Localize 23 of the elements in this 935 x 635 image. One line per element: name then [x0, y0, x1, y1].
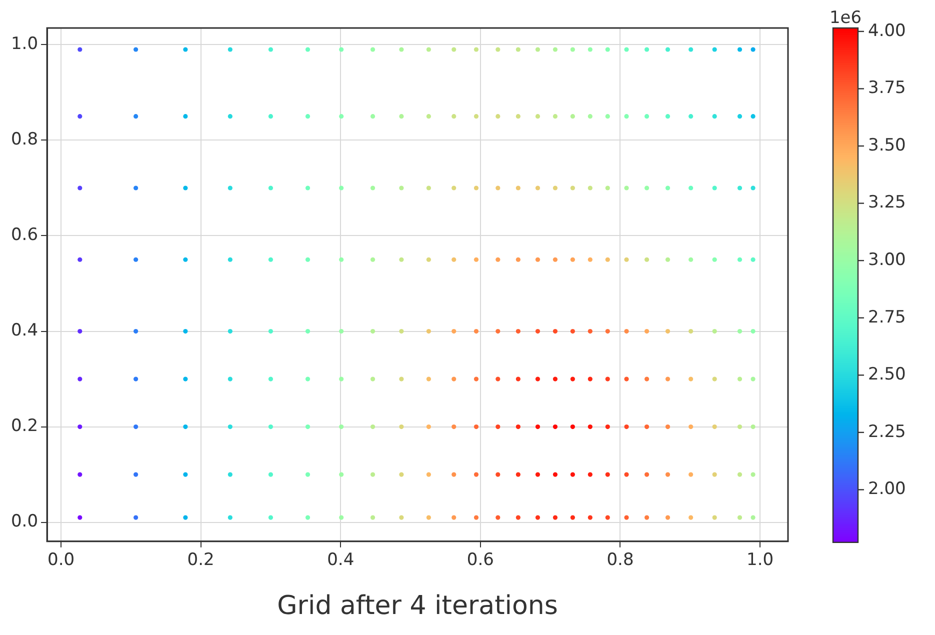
y-tick-label: 1.0	[10, 34, 38, 54]
color-bar-label: 2.75	[868, 307, 906, 328]
y-tick-label: 0.8	[10, 130, 38, 150]
x-tick-label: 0.8	[606, 550, 634, 570]
y-tick-label: 0.2	[10, 416, 38, 436]
color-bar-title: 1e6	[829, 8, 862, 28]
y-tick-label: 0.6	[10, 225, 38, 246]
color-bar-label: 3.00	[868, 250, 906, 270]
color-bar-label: 2.25	[868, 422, 906, 442]
color-bar-label: 3.75	[868, 78, 906, 98]
x-tick-label: 0.4	[327, 550, 354, 570]
y-tick-label: 0.0	[10, 512, 38, 532]
x-tick-label: 1.0	[746, 550, 774, 570]
color-bar-label: 4.00	[868, 20, 906, 41]
color-bar-label: 2.00	[868, 479, 906, 500]
x-tick-label: 0.6	[466, 550, 494, 570]
color-bar-label: 2.50	[868, 364, 906, 385]
color-bar-label: 3.50	[868, 135, 906, 156]
color-bar-label: 3.25	[868, 192, 906, 213]
x-axis-title: Grid after 4 iterations	[277, 591, 558, 622]
y-tick-label: 0.4	[10, 320, 38, 341]
x-tick-label: 0.0	[47, 550, 75, 570]
x-tick-label: 0.2	[187, 550, 214, 570]
